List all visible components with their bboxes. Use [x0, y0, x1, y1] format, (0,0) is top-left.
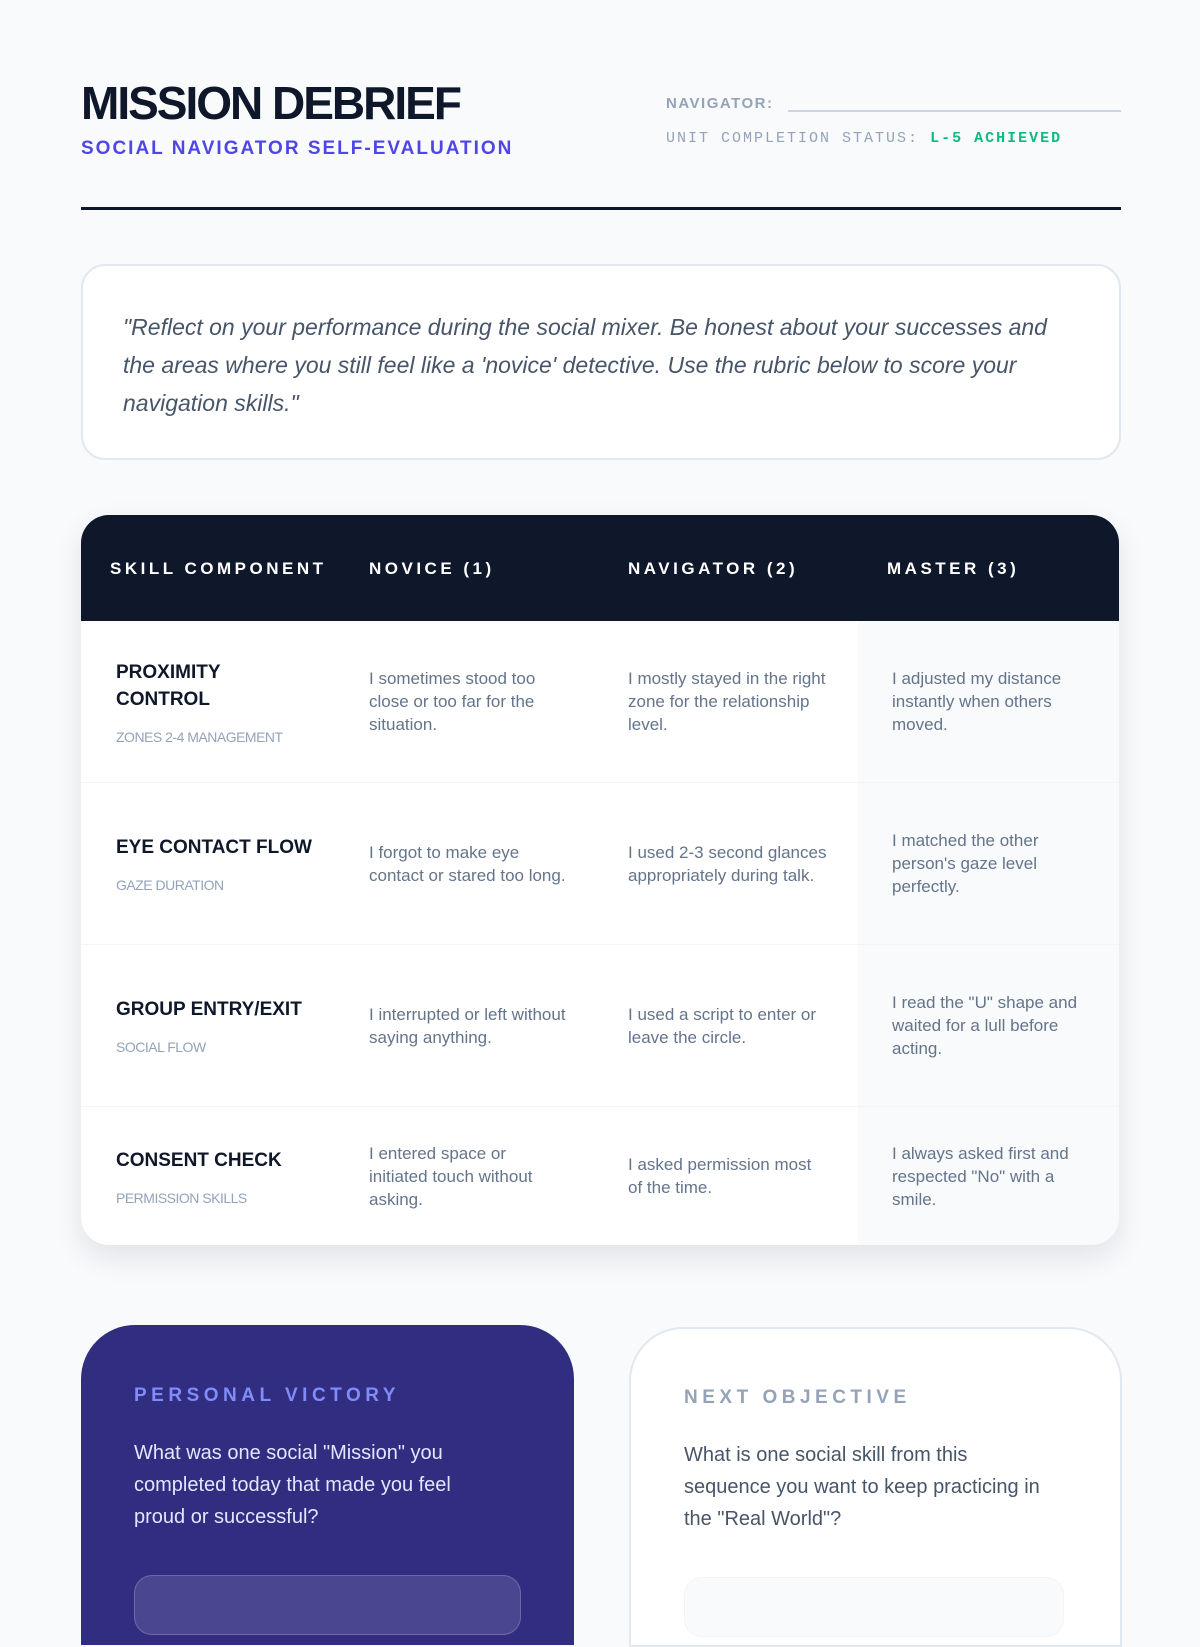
- navigator-cell: I used 2-3 second glances appropriately …: [599, 783, 858, 944]
- novice-description: I forgot to make eye contact or stared t…: [369, 842, 566, 885]
- table-row: PROXIMITY CONTROL ZONES 2-4 MANAGEMENT I …: [81, 621, 1119, 783]
- personal-victory-card: PERSONAL VICTORY What was one social "Mi…: [81, 1325, 574, 1645]
- novice-description: I entered space or initiated touch witho…: [369, 1143, 533, 1209]
- header: MISSION DEBRIEF SOCIAL NAVIGATOR SELF-EV…: [81, 80, 1121, 210]
- master-description: I adjusted my distance instantly when ot…: [892, 669, 1062, 734]
- skill-name: GROUP ENTRY/EXIT: [116, 999, 302, 1020]
- column-header: MASTER (3): [887, 558, 1020, 578]
- page-subtitle: SOCIAL NAVIGATOR SELF-EVALUATION: [81, 138, 514, 159]
- navigator-description: I asked permission most of the time.: [628, 1155, 812, 1197]
- rubric-table: SKILL COMPONENT NOVICE (1) NAVIGATOR (2)…: [81, 515, 1119, 1245]
- skill-subtitle: SOCIAL FLOW: [116, 1039, 206, 1055]
- skill-name: CONSENT CHECK: [116, 1149, 282, 1171]
- master-cell: I always asked first and respected "No" …: [858, 1107, 1119, 1245]
- navigator-cell: I used a script to enter or leave the ci…: [599, 945, 858, 1106]
- navigator-cell: I mostly stayed in the right zone for th…: [599, 621, 858, 782]
- status-badge: L-5 ACHIEVED: [930, 130, 1063, 147]
- master-cell: I matched the other person's gaze level …: [858, 783, 1119, 944]
- novice-cell: I interrupted or left without saying any…: [340, 945, 599, 1106]
- navigator-name-field[interactable]: [787, 92, 1121, 112]
- skill-subtitle: ZONES 2-4 MANAGEMENT: [116, 728, 283, 745]
- next-objective-card: NEXT OBJECTIVE What is one social skill …: [629, 1327, 1122, 1647]
- novice-description: I interrupted or left without saying any…: [369, 1004, 566, 1047]
- reflection-prompt: "Reflect on your performance during the …: [81, 264, 1121, 460]
- novice-cell: I entered space or initiated touch witho…: [340, 1107, 599, 1245]
- table-row: EYE CONTACT FLOW GAZE DURATION I forgot t…: [81, 783, 1119, 945]
- card-title: PERSONAL VICTORY: [134, 1385, 400, 1406]
- novice-cell: I forgot to make eye contact or stared t…: [340, 783, 599, 944]
- skill-cell: PROXIMITY CONTROL ZONES 2-4 MANAGEMENT: [81, 621, 340, 782]
- column-header: NOVICE (1): [369, 558, 495, 578]
- navigator-description: I used a script to enter or leave the ci…: [628, 1004, 817, 1047]
- skill-name: EYE CONTACT FLOW: [116, 837, 312, 858]
- column-header: NAVIGATOR (2): [628, 558, 799, 578]
- table-row: CONSENT CHECK PERMISSION SKILLS I entered…: [81, 1107, 1119, 1245]
- skill-name: PROXIMITY CONTROL: [116, 661, 221, 710]
- page-title: MISSION DEBRIEF: [81, 77, 462, 129]
- card-question: What is one social skill from this seque…: [684, 1444, 1040, 1530]
- navigator-label: NAVIGATOR:: [666, 95, 774, 112]
- navigator-cell: I asked permission most of the time.: [599, 1107, 858, 1245]
- navigator-description: I used 2-3 second glances appropriately …: [628, 842, 827, 885]
- completion-status: UNIT COMPLETION STATUS: L-5 ACHIEVED: [666, 130, 1121, 147]
- table-row: GROUP ENTRY/EXIT SOCIAL FLOW I interrupte…: [81, 945, 1119, 1107]
- master-description: I matched the other person's gaze level …: [892, 831, 1039, 896]
- master-cell: I read the "U" shape and waited for a lu…: [858, 945, 1119, 1106]
- novice-cell: I sometimes stood too close or too far f…: [340, 621, 599, 782]
- skill-cell: GROUP ENTRY/EXIT SOCIAL FLOW: [81, 945, 340, 1106]
- meta: NAVIGATOR: UNIT COMPLETION STATUS: L-5 A…: [666, 92, 1121, 147]
- skill-cell: EYE CONTACT FLOW GAZE DURATION: [81, 783, 340, 944]
- master-cell: I adjusted my distance instantly when ot…: [858, 621, 1119, 782]
- skill-cell: CONSENT CHECK PERMISSION SKILLS: [81, 1107, 340, 1245]
- card-title: NEXT OBJECTIVE: [684, 1387, 911, 1408]
- skill-subtitle: PERMISSION SKILLS: [116, 1189, 247, 1206]
- skill-subtitle: GAZE DURATION: [116, 877, 224, 893]
- master-description: I always asked first and respected "No" …: [892, 1143, 1069, 1209]
- table-header: SKILL COMPONENT NOVICE (1) NAVIGATOR (2)…: [81, 515, 1119, 621]
- objective-answer-input[interactable]: [684, 1577, 1064, 1637]
- novice-description: I sometimes stood too close or too far f…: [369, 669, 536, 734]
- column-header: SKILL COMPONENT: [110, 558, 327, 578]
- status-label: UNIT COMPLETION STATUS:: [666, 130, 920, 147]
- card-question: What was one social "Mission" you comple…: [134, 1442, 451, 1528]
- victory-answer-input[interactable]: [134, 1575, 521, 1635]
- master-description: I read the "U" shape and waited for a lu…: [892, 993, 1078, 1058]
- navigator-description: I mostly stayed in the right zone for th…: [628, 669, 826, 734]
